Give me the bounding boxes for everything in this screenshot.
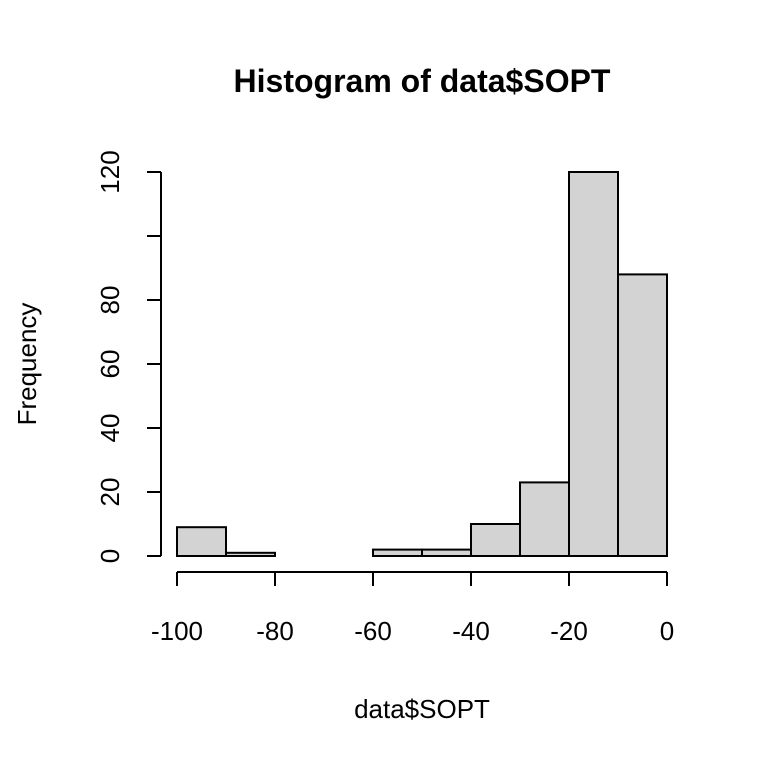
y-tick-label: 0 bbox=[95, 549, 125, 563]
histogram-bar bbox=[421, 548, 472, 557]
x-tick-label: -80 bbox=[256, 616, 294, 646]
histogram-bar bbox=[519, 481, 570, 557]
x-tick-label: -60 bbox=[354, 616, 392, 646]
x-axis: -100 -80 -60 -40 -20 0 bbox=[151, 571, 674, 646]
y-axis-label: Frequency bbox=[12, 303, 42, 426]
histogram-bar bbox=[568, 171, 619, 557]
histogram-bar bbox=[617, 273, 668, 557]
x-axis-label: data$SOPT bbox=[354, 694, 490, 724]
y-axis: 0 20 40 60 80 120 bbox=[95, 150, 162, 563]
histogram-bar bbox=[176, 526, 227, 558]
y-tick-label: 120 bbox=[95, 150, 125, 193]
x-tick-label: -100 bbox=[151, 616, 203, 646]
bars-group bbox=[176, 171, 668, 558]
histogram-bar bbox=[372, 548, 423, 557]
y-tick-label: 20 bbox=[95, 478, 125, 507]
histogram-bar bbox=[470, 523, 521, 557]
y-tick-label: 60 bbox=[95, 350, 125, 379]
x-tick-label: -20 bbox=[550, 616, 588, 646]
y-tick-label: 40 bbox=[95, 414, 125, 443]
x-tick-label: -40 bbox=[452, 616, 490, 646]
x-tick-label: 0 bbox=[660, 616, 674, 646]
histogram-bar bbox=[225, 551, 276, 557]
chart-title: Histogram of data$SOPT bbox=[234, 63, 611, 99]
y-tick-label: 80 bbox=[95, 286, 125, 315]
